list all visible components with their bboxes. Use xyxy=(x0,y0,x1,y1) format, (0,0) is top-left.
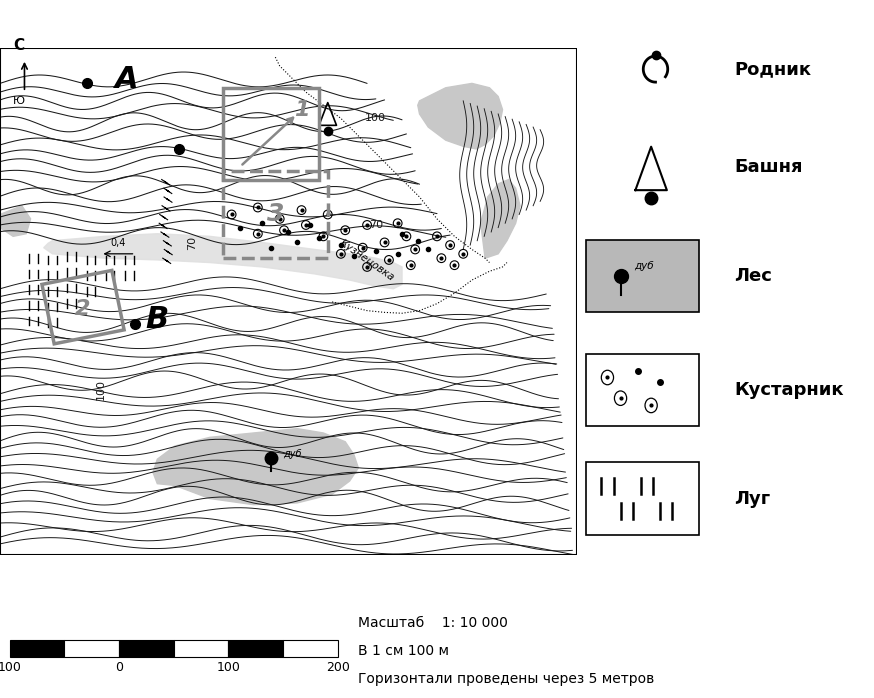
Polygon shape xyxy=(481,179,520,258)
Text: 100: 100 xyxy=(217,661,240,674)
Text: 70: 70 xyxy=(369,220,383,230)
Bar xyxy=(223,88,319,179)
Text: дуб: дуб xyxy=(635,261,654,271)
Text: Горизонтали проведены через 5 метров: Горизонтали проведены через 5 метров xyxy=(358,671,655,686)
Bar xyxy=(586,462,699,535)
Text: 0,4: 0,4 xyxy=(110,238,126,248)
Text: В 1 см 100 м: В 1 см 100 м xyxy=(358,644,449,658)
Text: дуб: дуб xyxy=(283,449,302,459)
Text: Луг: Луг xyxy=(734,489,770,507)
Bar xyxy=(65,640,119,658)
Text: В: В xyxy=(146,305,169,334)
Text: Ю: Ю xyxy=(13,96,25,107)
Polygon shape xyxy=(44,234,402,289)
Bar xyxy=(586,240,699,312)
Polygon shape xyxy=(418,83,503,149)
Text: 100: 100 xyxy=(0,661,22,674)
Bar xyxy=(174,640,228,658)
Text: Родник: Родник xyxy=(734,60,811,78)
Text: 3: 3 xyxy=(267,202,284,226)
Bar xyxy=(10,640,65,658)
Text: 100: 100 xyxy=(95,379,106,400)
Text: Масштаб    1: 10 000: Масштаб 1: 10 000 xyxy=(358,616,508,630)
Text: 100: 100 xyxy=(365,113,386,124)
Text: А: А xyxy=(114,64,139,94)
Text: Кузнецовка: Кузнецовка xyxy=(338,237,396,283)
Polygon shape xyxy=(153,429,358,505)
Text: 70: 70 xyxy=(187,235,198,249)
Text: Лес: Лес xyxy=(734,267,772,285)
Bar xyxy=(228,640,283,658)
Text: 200: 200 xyxy=(326,661,350,674)
Text: С: С xyxy=(14,38,24,53)
Bar xyxy=(283,640,337,658)
Text: 0: 0 xyxy=(115,661,123,674)
Bar xyxy=(223,171,328,258)
Text: 1: 1 xyxy=(294,100,309,119)
Bar xyxy=(119,640,174,658)
Text: Башня: Башня xyxy=(734,158,802,177)
Bar xyxy=(586,354,699,426)
Text: Кустарник: Кустарник xyxy=(734,381,843,399)
Polygon shape xyxy=(0,206,31,237)
Text: 2: 2 xyxy=(75,299,91,319)
